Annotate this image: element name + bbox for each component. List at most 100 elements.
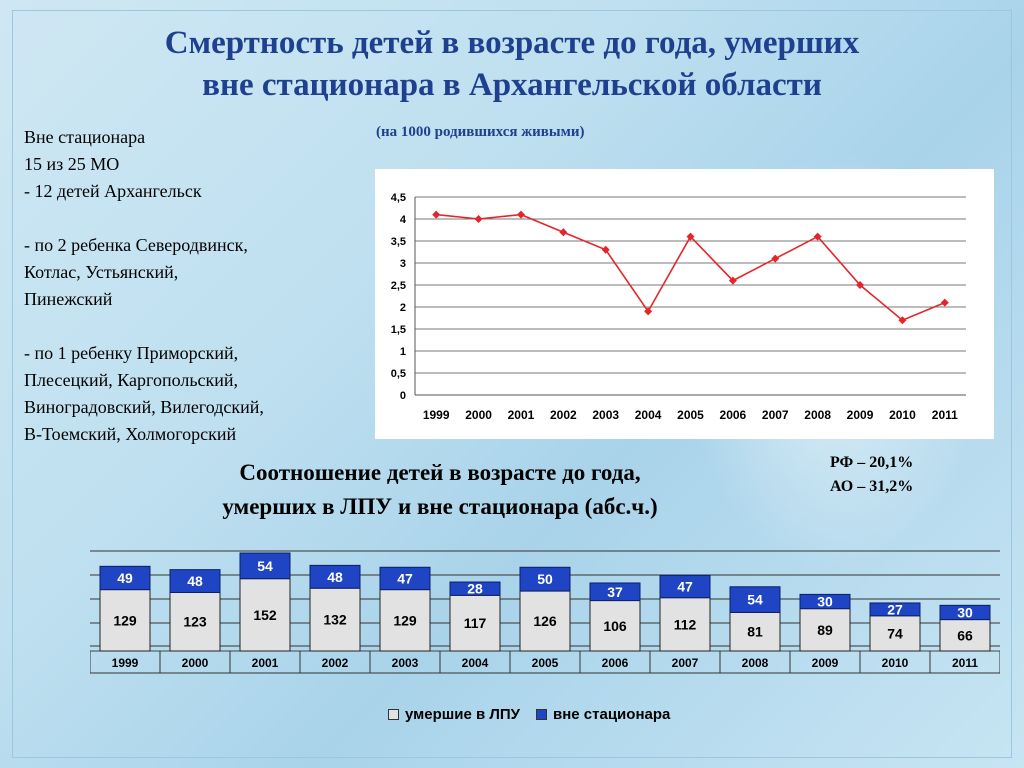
bar-x-tick-label: 2001 [252,656,279,670]
data-point [644,307,653,316]
data-point [771,254,780,263]
bar-x-tick-label: 2009 [812,656,839,670]
x-tick-label: 1999 [423,408,450,422]
bar-x-tick-label: 2011 [952,656,978,670]
bar-chart-title: Соотношение детей в возрасте до года, ум… [150,456,730,524]
bar-x-tick-label: 2005 [532,656,559,670]
x-tick-label: 2004 [635,408,662,422]
bar-legend: умершие в ЛПУ вне стационара [388,706,670,723]
data-point [686,232,695,241]
bar-lpu [239,578,291,652]
data-label-outside: 30 [957,604,973,620]
data-label-lpu: 112 [674,616,697,632]
bar-outside [799,593,851,610]
note-line: 15 из 25 МО [24,154,120,174]
bar-x-tick-label: 2006 [602,656,629,670]
rate-ao: АО – 31,2% [830,478,914,495]
data-label-lpu: 132 [323,612,347,628]
data-label-outside: 54 [257,558,273,574]
data-label-outside: 48 [327,569,343,585]
data-point [813,232,822,241]
x-tick-label: 2003 [592,408,619,422]
bar-chart-panel: 129 49 1999 123 48 2000 152 54 2001 132 48 2002 129 4… [89,545,1001,710]
line-chart-note: (на 1000 родившихся живыми) [376,124,585,140]
note-line: Вне стационара [24,127,146,147]
bar-lpu [869,615,921,652]
note-line: Виноградовский, Вилегодский, [24,397,264,417]
bar-title-line-2: умерших в ЛПУ и вне стационара (абс.ч.) [222,494,658,519]
y-tick-label: 1 [400,346,406,358]
data-point [898,316,907,325]
title-line-1: Смертность детей в возрасте до года, уме… [164,25,860,61]
bar-x-tick-label: 2008 [742,656,769,670]
rate-rf: РФ – 20,1% [830,454,914,471]
title-line-2: вне стационара в Архангельской области [202,67,822,103]
bar-lpu [449,594,501,652]
note-line: Плесецкий, Каргопольский, [24,370,239,390]
bar-title-line-1: Соотношение детей в возрасте до года, [239,460,641,485]
slide-frame [12,10,1012,758]
bar-x-tick-label: 2004 [462,656,489,670]
y-tick-label: 3,5 [391,236,406,248]
data-label-outside: 48 [187,573,203,589]
data-label-lpu: 106 [603,618,627,634]
bar-lpu [589,600,641,652]
y-tick-label: 0 [400,390,406,402]
bar-lpu [659,597,711,652]
slide-title: Смертность детей в возрасте до года, уме… [40,22,984,106]
line-chart-panel: 0 0,5 1 1,5 2 2,5 3 3,5 4 4,5 1999 2000 2001 2002 2003… [375,169,994,439]
bar-x-tick-label: 1999 [112,656,139,670]
note-line: Пинежский [24,289,113,309]
bar-outside [169,569,221,593]
bar-x-tick-label: 2007 [672,656,699,670]
bar-lpu [799,608,851,652]
data-label-lpu: 123 [183,614,207,630]
bar-outside [939,604,991,621]
note-line: В-Тоемский, Холмогорский [24,424,237,444]
x-tick-label: 2010 [889,408,916,422]
legend-label-lpu: умершие в ЛПУ [405,706,521,723]
y-tick-label: 1,5 [391,324,406,336]
x-tick-label: 2007 [762,408,789,422]
y-tick-label: 4 [400,214,407,226]
legend-label-outside: вне стационара [553,706,671,723]
bar-lpu [99,589,151,652]
y-tick-label: 0,5 [391,368,406,380]
data-label-lpu: 89 [817,622,833,638]
bar-outside [99,565,151,591]
legend-swatch-outside [536,709,548,720]
bar-lpu [169,591,221,652]
x-tick-label: 2002 [550,408,577,422]
bar-outside [519,566,571,592]
data-label-outside: 54 [747,592,763,608]
data-label-lpu: 129 [113,612,137,628]
bar-x-tick-label: 2000 [182,656,209,670]
data-label-outside: 47 [677,579,693,595]
line-chart: 0 0,5 1 1,5 2 2,5 3 3,5 4 4,5 1999 2000 2001 2002 2003… [391,192,966,422]
bar-lpu [519,590,571,652]
text-spacer [24,205,354,232]
legend-swatch-lpu [388,709,399,720]
y-tick-label: 3 [400,258,406,270]
data-label-lpu: 152 [253,607,277,623]
bar-lpu [309,587,361,652]
bar-outside [309,564,361,589]
data-label-outside: 47 [397,570,413,586]
bar-outside [239,552,291,580]
x-tick-label: 2005 [677,408,704,422]
y-tick-label: 2,5 [391,280,406,292]
data-point [432,210,441,219]
data-label-lpu: 81 [747,624,763,640]
data-label-lpu: 74 [887,625,903,641]
data-label-outside: 28 [467,581,483,597]
y-tick-label: 2 [400,302,406,314]
bar-outside [729,586,781,613]
data-label-outside: 30 [817,594,833,610]
x-tick-label: 2001 [508,408,535,422]
data-label-lpu: 126 [533,613,557,629]
note-line: - по 1 ребенку Приморский, [24,343,239,363]
bar-x-tick-label: 2003 [392,656,419,670]
bar-lpu [379,589,431,652]
text-spacer [24,313,354,340]
data-point [516,210,525,219]
